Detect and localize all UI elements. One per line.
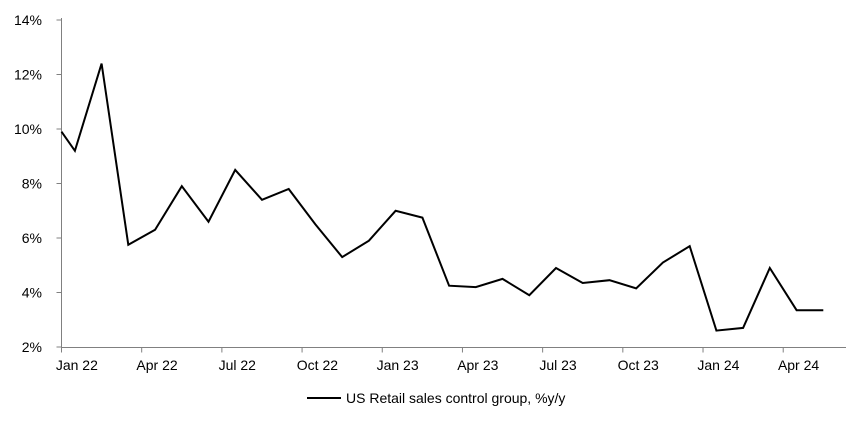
x-axis-label: Jan 23 <box>377 357 419 373</box>
x-axis-label: Jul 22 <box>219 357 257 373</box>
x-axis-label: Jan 22 <box>56 357 98 373</box>
x-axis-label: Apr 23 <box>457 357 498 373</box>
data-line-us-retail-control-group <box>60 63 824 332</box>
y-axis-ticks <box>56 19 62 348</box>
x-axis-label: Oct 23 <box>618 357 659 373</box>
y-axis-label: 14% <box>14 12 42 28</box>
x-axis-label: Jul 23 <box>539 357 577 373</box>
x-axis-label: Apr 24 <box>778 357 819 373</box>
y-axis-label: 8% <box>22 176 42 192</box>
y-axis-labels: 2% 4% 6% 8% 10% 12% 14% <box>14 12 42 355</box>
y-axis-label: 6% <box>22 230 42 246</box>
y-axis-label: 12% <box>14 67 42 83</box>
y-axis-label: 2% <box>22 339 42 355</box>
x-axis-ticks <box>61 347 784 353</box>
x-axis-label: Jan 24 <box>697 357 739 373</box>
x-axis-labels: Jan 22 Apr 22 Jul 22 Oct 22 Jan 23 Apr 23 Jul … <box>56 357 820 373</box>
y-axis-label: 10% <box>14 121 42 137</box>
x-axis-label: Apr 22 <box>136 357 177 373</box>
x-axis-label: Oct 22 <box>297 357 338 373</box>
legend: US Retail sales control group, %y/y <box>307 390 565 406</box>
legend-label: US Retail sales control group, %y/y <box>346 390 565 406</box>
y-axis-label: 4% <box>22 285 42 301</box>
